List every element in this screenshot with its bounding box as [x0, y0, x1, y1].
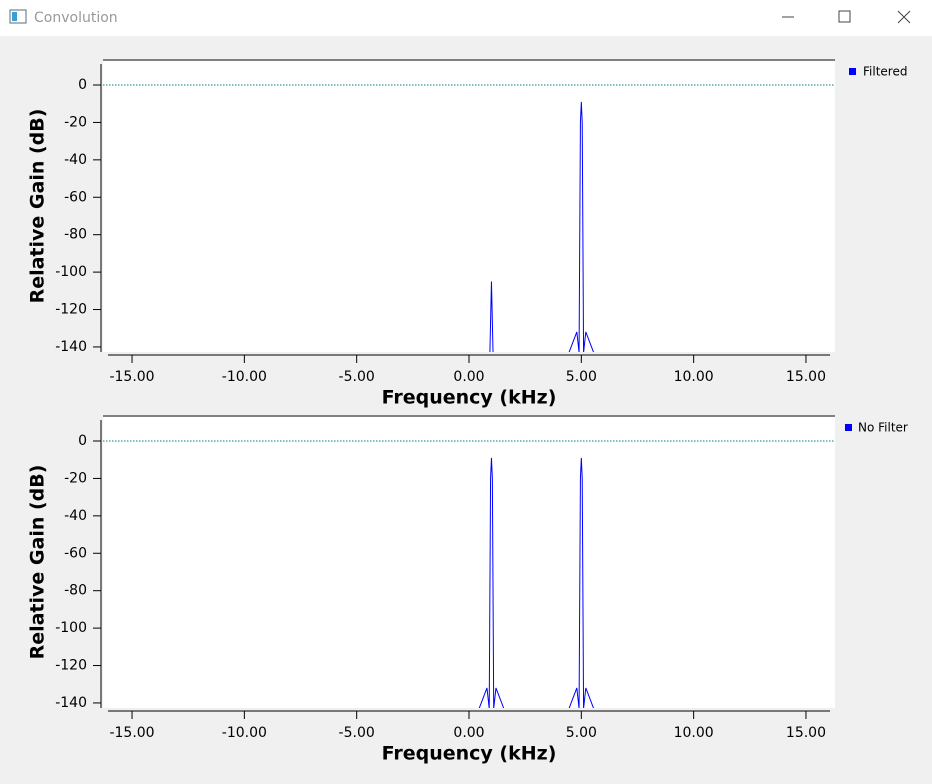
x-tick-label: 0.00	[453, 369, 484, 385]
y-tick-label: -40	[64, 152, 87, 168]
legend-label: No Filter	[858, 421, 908, 435]
x-tick-label: -5.00	[339, 725, 375, 741]
x-tick-label: -5.00	[339, 369, 375, 385]
y-tick-label: -120	[55, 302, 87, 318]
x-tick-label: -10.00	[222, 725, 267, 741]
plot-canvas	[103, 60, 835, 352]
x-tick-label: -10.00	[222, 369, 267, 385]
y-tick-label: -140	[55, 695, 87, 711]
x-tick-label: 5.00	[566, 369, 597, 385]
y-axis-label: Relative Gain (dB)	[27, 109, 49, 304]
title-bar	[0, 0, 932, 36]
y-tick-label: -80	[64, 227, 87, 243]
x-tick-label: 10.00	[674, 725, 714, 741]
legend-label: Filtered	[863, 65, 907, 79]
x-axis-label: Frequency (kHz)	[382, 743, 557, 765]
y-tick-label: -60	[64, 189, 87, 205]
x-tick-label: 15.00	[786, 725, 826, 741]
app-icon-part	[12, 12, 17, 21]
y-tick-label: -60	[64, 545, 87, 561]
y-axis-label: Relative Gain (dB)	[27, 465, 49, 660]
series-line	[478, 457, 595, 708]
y-tick-label: -20	[64, 470, 87, 486]
x-tick-label: 5.00	[566, 725, 597, 741]
y-tick-label: -140	[55, 339, 87, 355]
series-line	[489, 101, 595, 352]
y-tick-label: -20	[64, 114, 87, 130]
window-title: Convolution	[34, 10, 118, 26]
y-tick-label: 0	[78, 433, 87, 449]
y-tick-label: -120	[55, 658, 87, 674]
maximize-button[interactable]	[838, 10, 851, 23]
y-tick-label: -100	[55, 620, 87, 636]
legend-swatch	[849, 68, 856, 75]
x-tick-label: 0.00	[453, 725, 484, 741]
x-tick-label: -15.00	[109, 369, 154, 385]
y-tick-label: -100	[55, 264, 87, 280]
legend-swatch	[845, 424, 852, 431]
x-tick-label: -15.00	[109, 725, 154, 741]
close-button[interactable]	[897, 10, 911, 24]
x-axis-label: Frequency (kHz)	[382, 387, 557, 409]
x-tick-label: 10.00	[674, 369, 714, 385]
y-tick-label: -40	[64, 508, 87, 524]
y-tick-label: -80	[64, 583, 87, 599]
y-tick-label: 0	[78, 77, 87, 93]
plot-canvas	[103, 416, 835, 708]
app-icon	[9, 9, 27, 24]
x-tick-label: 15.00	[786, 369, 826, 385]
